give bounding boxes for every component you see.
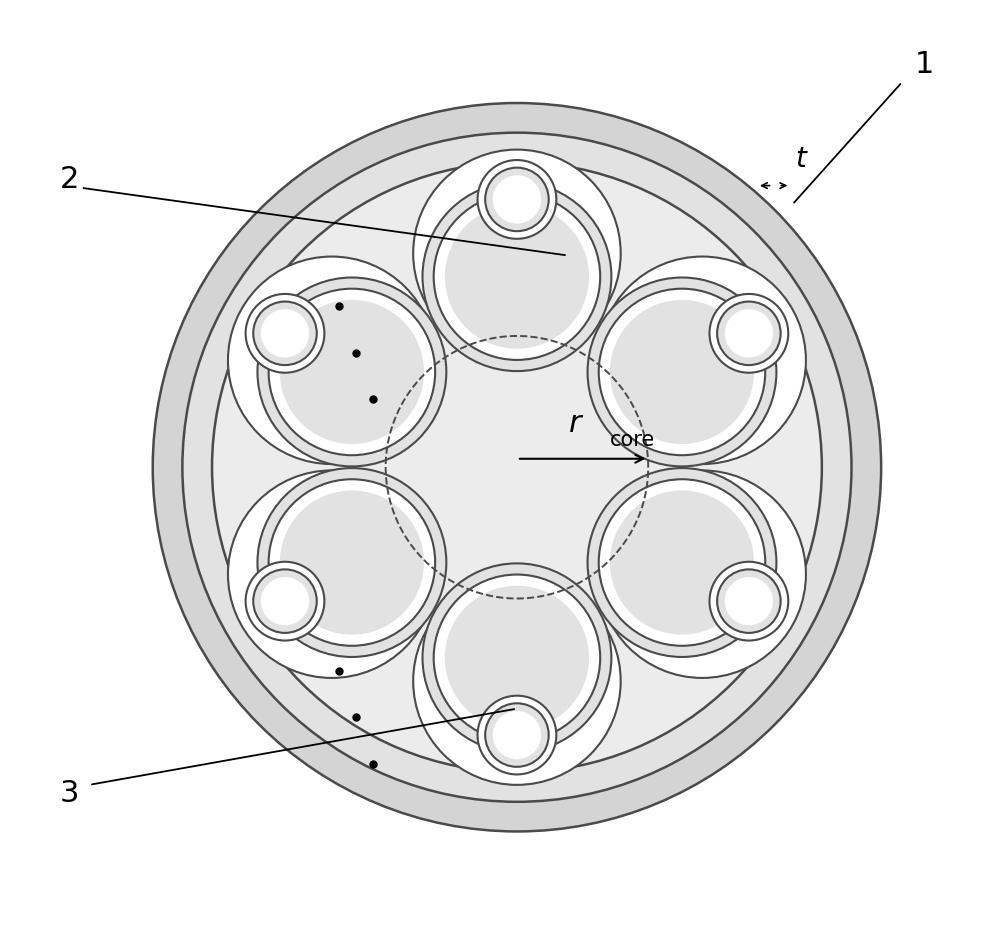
Circle shape: [478, 695, 556, 774]
Circle shape: [493, 711, 541, 759]
Circle shape: [610, 300, 754, 444]
Circle shape: [212, 162, 822, 772]
Circle shape: [709, 562, 788, 641]
Circle shape: [269, 480, 435, 645]
Text: 1: 1: [915, 50, 934, 80]
Circle shape: [725, 309, 773, 357]
Circle shape: [423, 182, 611, 371]
Circle shape: [253, 569, 317, 632]
Circle shape: [280, 491, 424, 634]
Text: core: core: [610, 431, 655, 450]
Circle shape: [725, 577, 773, 625]
Circle shape: [261, 309, 309, 357]
Circle shape: [445, 586, 589, 730]
Circle shape: [257, 468, 446, 657]
Circle shape: [599, 480, 765, 645]
Circle shape: [434, 194, 600, 360]
Circle shape: [413, 150, 621, 357]
Circle shape: [246, 294, 324, 372]
Circle shape: [269, 289, 435, 456]
Circle shape: [709, 294, 788, 372]
Text: $t$: $t$: [795, 144, 809, 173]
Circle shape: [153, 103, 881, 832]
Text: 2: 2: [60, 165, 79, 194]
Circle shape: [598, 470, 806, 678]
Circle shape: [257, 278, 446, 467]
Circle shape: [610, 491, 754, 634]
Circle shape: [598, 257, 806, 464]
Circle shape: [588, 278, 776, 467]
Text: $r$: $r$: [568, 408, 584, 438]
Circle shape: [434, 574, 600, 741]
Circle shape: [253, 302, 317, 365]
Circle shape: [445, 205, 589, 349]
Circle shape: [478, 160, 556, 239]
Circle shape: [599, 289, 765, 456]
Circle shape: [493, 175, 541, 223]
Circle shape: [228, 470, 435, 678]
Circle shape: [717, 569, 781, 632]
Circle shape: [261, 577, 309, 625]
Circle shape: [280, 300, 424, 444]
Circle shape: [717, 302, 781, 365]
Circle shape: [485, 703, 549, 767]
Circle shape: [423, 563, 611, 752]
Circle shape: [588, 468, 776, 657]
Circle shape: [413, 577, 621, 785]
Circle shape: [485, 168, 549, 232]
Circle shape: [228, 257, 435, 464]
Text: 3: 3: [60, 779, 79, 807]
Circle shape: [182, 132, 852, 802]
Circle shape: [246, 562, 324, 641]
